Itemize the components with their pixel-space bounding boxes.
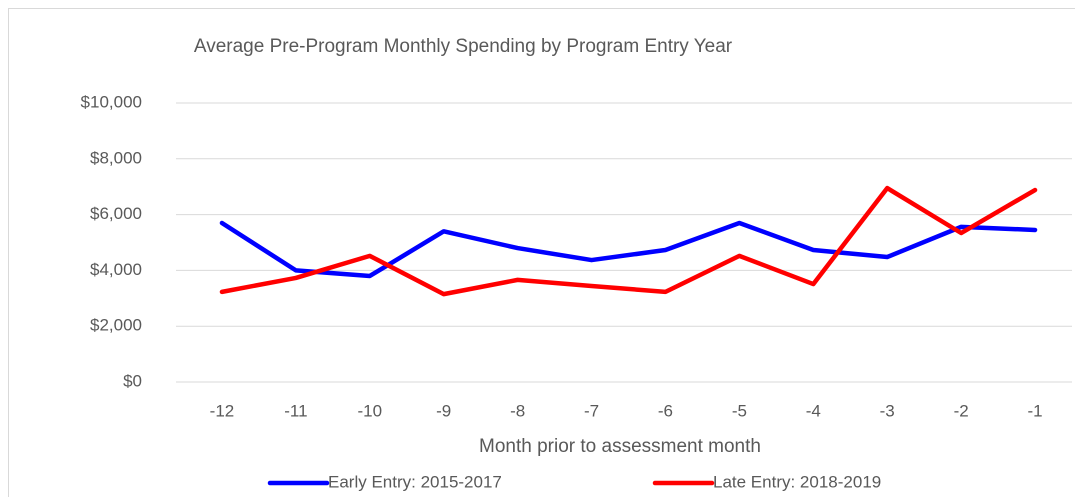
x-axis-label: Month prior to assessment month	[479, 436, 761, 457]
x-tick-label: -7	[584, 401, 599, 420]
legend-label: Early Entry: 2015-2017	[328, 472, 502, 491]
y-tick-label: $4,000	[90, 260, 142, 279]
x-tick-label: -11	[284, 401, 307, 420]
x-tick-label: -4	[806, 401, 821, 420]
x-tick-label: -5	[732, 401, 747, 420]
x-tick-label: -8	[510, 401, 525, 420]
y-tick-label: $0	[123, 371, 142, 390]
y-tick-label: $2,000	[90, 316, 142, 335]
y-tick-label: $10,000	[81, 92, 142, 111]
x-tick-label: -12	[210, 401, 235, 420]
x-tick-label: -10	[358, 401, 383, 420]
x-tick-label: -6	[658, 401, 673, 420]
chart-title: Average Pre-Program Monthly Spending by …	[194, 36, 733, 57]
x-tick-label: -9	[436, 401, 451, 420]
x-tick-label: -2	[954, 401, 969, 420]
y-tick-label: $6,000	[90, 204, 142, 223]
legend-label: Late Entry: 2018-2019	[713, 472, 881, 491]
y-tick-label: $8,000	[90, 148, 142, 167]
x-tick-label: -1	[1027, 401, 1042, 420]
series-line	[219, 185, 1038, 297]
x-tick-label: -3	[880, 401, 895, 420]
series-line	[219, 220, 1038, 279]
